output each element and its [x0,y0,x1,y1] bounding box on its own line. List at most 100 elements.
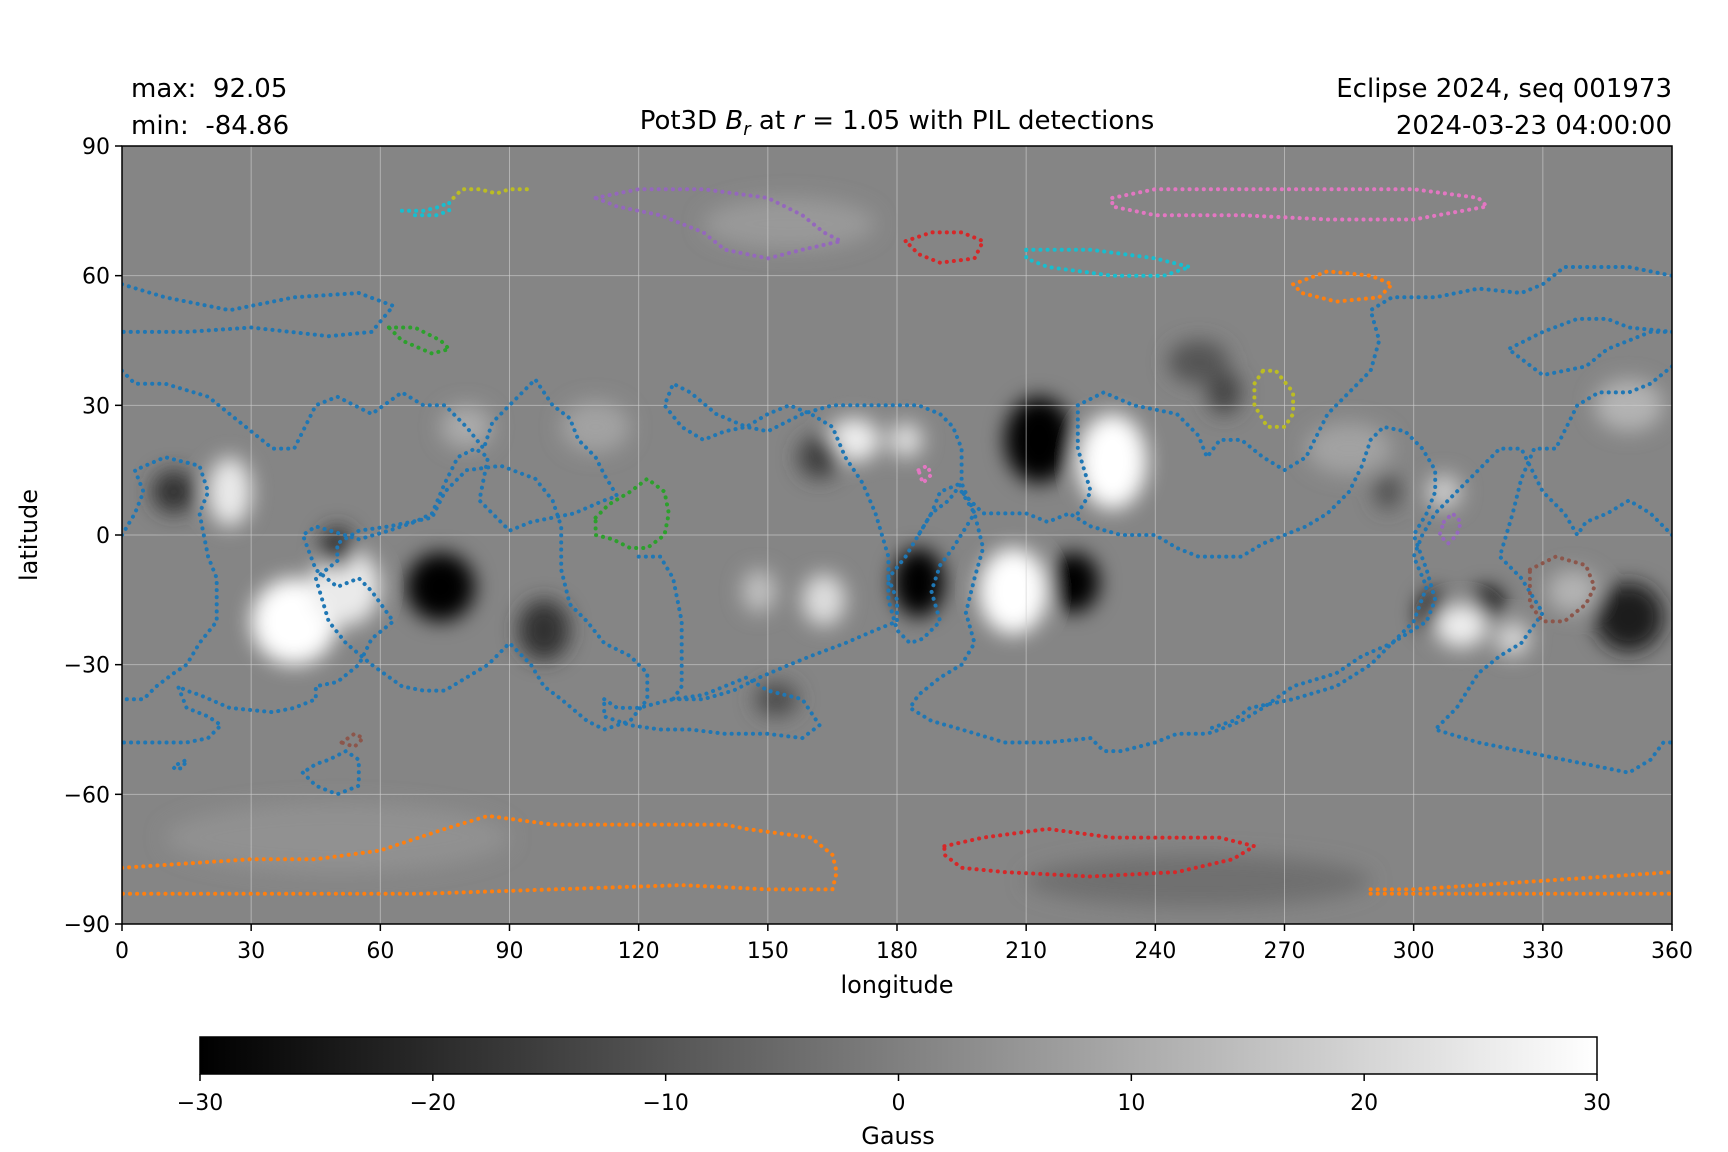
title-mid: at [751,106,794,136]
pil-contour [1252,368,1296,429]
pil-contour [122,282,397,339]
pil-contours [122,187,1672,896]
pil-contour [1205,446,1672,732]
field-blob [1168,340,1229,384]
field-blob [1207,370,1242,414]
colorbar-tick-label: 20 [1350,1091,1378,1116]
field-blob [828,418,880,462]
pil-contour [916,463,934,487]
x-tick-label: 150 [747,939,789,964]
pil-contour [907,424,1438,754]
colorbar-tick-label: −30 [177,1091,223,1116]
x-tick-label: 120 [618,939,660,964]
pil-contour [339,731,367,750]
field-blob [742,569,777,613]
field-blob [703,197,876,250]
title-rest: = 1.05 with PIL detections [804,106,1154,136]
colorbar-tick-label: −10 [642,1091,688,1116]
pil-contour [122,455,219,702]
field-blob [892,547,945,618]
x-tick-label: 300 [1393,939,1435,964]
y-tick-label: 90 [82,135,110,160]
y-tick-label: −90 [64,913,110,938]
pil-contour [451,187,533,200]
y-axis-label: latitude [15,489,43,581]
colorbar-gradient [199,1036,1598,1075]
field-blob [165,802,510,873]
pil-contour [313,463,650,732]
pil-contour [122,368,621,745]
field-blob [440,405,493,449]
x-axis-label: longitude [840,971,953,999]
pil-contour [168,755,192,771]
pil-contour [593,187,847,261]
field-blob [1594,582,1664,652]
colorbar-ticks: −30 −20 −10 0 10 20 30 [177,1074,1611,1116]
max-stat: max: 92.05 [131,74,287,104]
field-blob [208,457,252,527]
field-blob [1077,413,1147,510]
colorbar: −30 −20 −10 0 10 20 30 Gauss [177,1036,1611,1150]
x-tick-label: 210 [1005,939,1047,964]
colorbar-tick-label: −20 [410,1091,456,1116]
pil-contour [1368,870,1672,892]
event-label: Eclipse 2024, seq 001973 [1336,74,1672,104]
pil-contour [593,476,671,550]
x-tick-label: 60 [366,939,394,964]
colorbar-tick-label: 30 [1583,1091,1611,1116]
field-blob [1004,396,1074,484]
field-blob [1047,552,1100,613]
colorbar-label: Gauss [861,1122,935,1150]
title-r: r [793,106,806,136]
pil-contour [1024,247,1197,278]
x-tick-label: 360 [1651,939,1693,964]
field-blob [1495,621,1530,657]
colorbar-tick-label: 0 [892,1091,906,1116]
x-tick-label: 270 [1264,939,1306,964]
min-stat: min: -84.86 [131,111,289,141]
pil-contour [300,748,361,797]
field-blob [561,401,631,453]
field-blob [797,435,842,479]
y-axis-ticks: −90 −60 −30 0 30 60 90 [64,135,122,938]
x-tick-label: 330 [1522,939,1564,964]
colorbar-tick-label: 10 [1117,1091,1145,1116]
pil-contour [942,826,1260,879]
pil-contour [399,198,452,218]
field-blob [888,422,923,458]
timestamp-label: 2024-03-23 04:00:00 [1396,111,1672,141]
field-blob [152,470,196,514]
pil-contour [1431,364,1672,775]
pil-contour [602,675,823,741]
chart-title: Pot3D Br at r = 1.05 with PIL detections [640,106,1155,140]
x-tick-label: 240 [1134,939,1176,964]
y-tick-label: 60 [82,265,110,290]
y-tick-label: −60 [64,783,110,808]
field-blob [754,681,798,717]
x-axis-ticks: 0 30 60 90 120 150 180 210 240 270 300 330 360 [115,924,1693,964]
pil-contour [122,813,839,896]
y-tick-label: 0 [96,524,110,549]
field-blob [1026,854,1371,907]
x-tick-label: 30 [237,939,265,964]
y-tick-label: 30 [82,394,110,419]
field-blob [1374,474,1401,510]
pil-contour [1075,265,1672,516]
x-tick-label: 180 [876,939,918,964]
pil-contour [1527,554,1597,624]
field-blob [802,573,846,626]
grid-lines [122,146,1672,924]
field-blob [406,552,476,622]
y-tick-label: −30 [64,654,110,679]
x-tick-label: 90 [496,939,524,964]
field-blob [518,599,570,661]
title-var-sub: r [743,119,752,140]
field-blob [978,547,1048,635]
pil-contour [1437,510,1464,547]
field-blob [1435,604,1487,648]
title-prefix: Pot3D [640,106,726,136]
title-var: B [725,106,743,136]
x-tick-label: 0 [115,939,129,964]
field-blob [1306,422,1393,475]
